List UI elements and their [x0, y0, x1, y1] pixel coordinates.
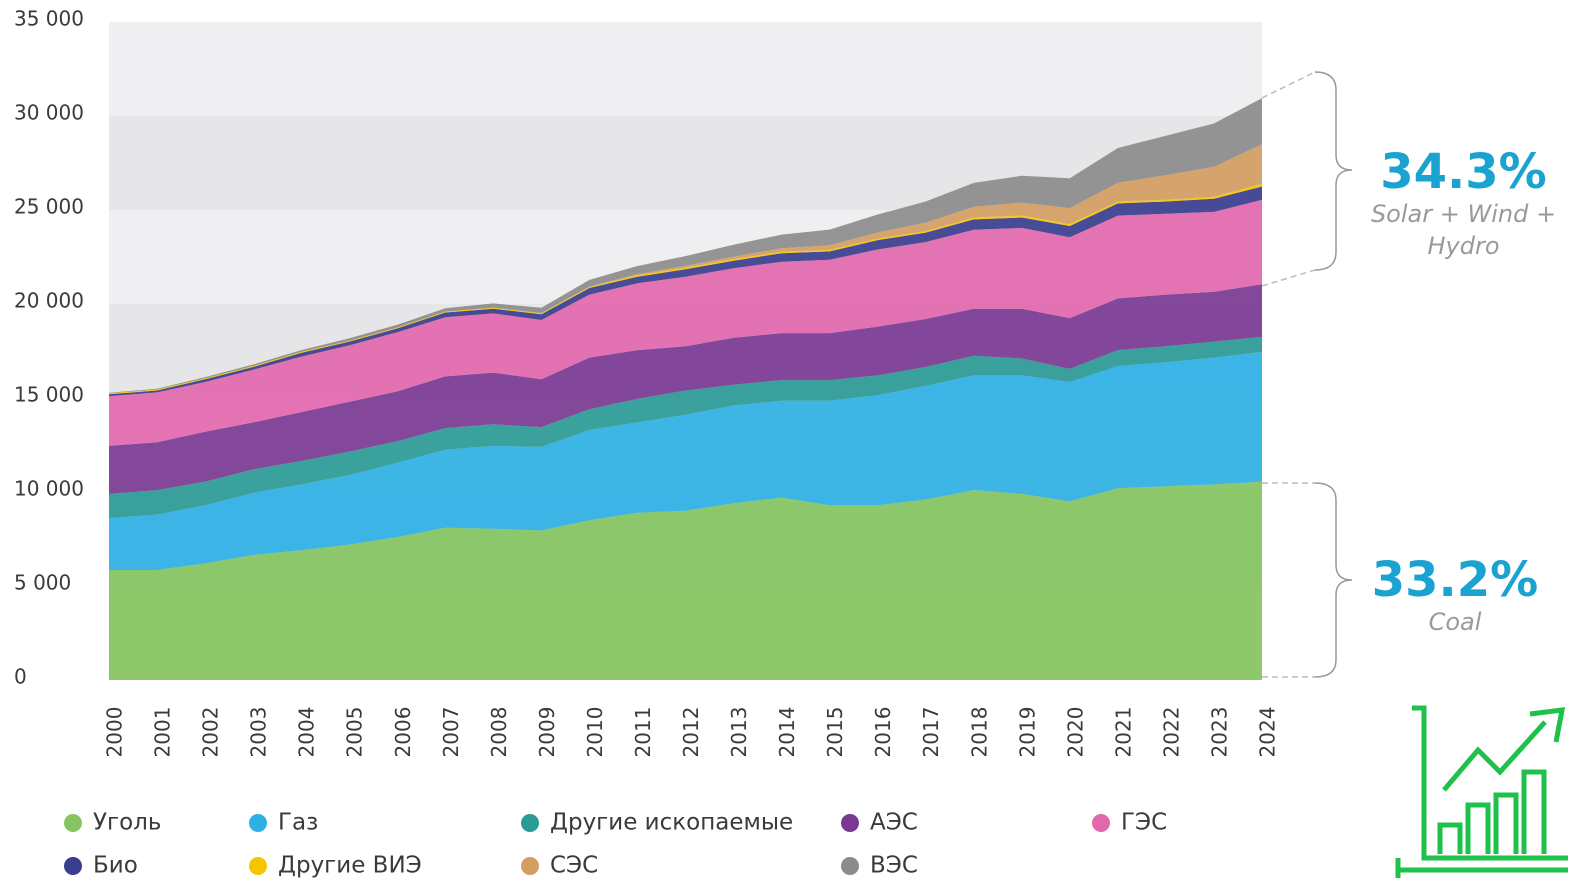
- x-tick-label: 2013: [727, 707, 751, 758]
- legend-swatch: [521, 857, 539, 875]
- legend-label: Био: [93, 853, 138, 879]
- growth-icon: [1395, 705, 1568, 878]
- annotation-value: 34.3%: [1380, 144, 1547, 200]
- annotation: 33.2% Coal: [1365, 554, 1545, 638]
- annotation-value: 33.2%: [1371, 552, 1539, 608]
- legend-swatch: [521, 814, 539, 832]
- x-tick-label: 2001: [151, 707, 175, 758]
- legend-swatch: [249, 814, 267, 832]
- y-tick-label: 15 000: [14, 383, 84, 407]
- y-tick-label: 35 000: [14, 7, 84, 31]
- area: [109, 351, 1262, 570]
- x-tick-label: 2020: [1063, 707, 1087, 758]
- legend-swatch: [1092, 814, 1110, 832]
- annotation-note: Solar + Wind + Hydro: [1370, 200, 1557, 260]
- x-tick-label: 2006: [391, 707, 415, 758]
- x-tick-label: 2002: [199, 707, 223, 758]
- x-tick-label: 2014: [775, 707, 799, 758]
- legend-label: ВЭС: [870, 853, 918, 879]
- annotation-note: Coal: [1428, 608, 1482, 636]
- legend-label: Другие ВИЭ: [278, 853, 422, 879]
- x-tick-label: 2019: [1015, 707, 1039, 758]
- legend-label: ГЭС: [1121, 810, 1167, 836]
- legend-swatch: [64, 857, 82, 875]
- x-tick-label: 2007: [439, 707, 463, 758]
- x-tick-label: 2022: [1159, 707, 1183, 758]
- x-tick-label: 2018: [967, 707, 991, 758]
- legend-label: Уголь: [93, 810, 161, 836]
- y-tick-label: 0: [14, 665, 27, 689]
- y-tick-label: 30 000: [14, 101, 84, 125]
- annotation: 34.3% Solar + Wind + Hydro: [1352, 146, 1575, 262]
- legend-label: АЭС: [870, 810, 918, 836]
- x-tick-label: 2015: [823, 707, 847, 758]
- legend-swatch: [841, 814, 859, 832]
- area: [109, 199, 1262, 446]
- x-tick-label: 2004: [295, 707, 319, 758]
- area: [109, 186, 1262, 397]
- legend-swatch: [64, 814, 82, 832]
- legend-label: Газ: [278, 810, 318, 836]
- x-tick-label: 2017: [919, 707, 943, 758]
- y-tick-label: 10 000: [14, 477, 84, 501]
- x-tick-label: 2000: [103, 707, 127, 758]
- x-tick-label: 2009: [535, 707, 559, 758]
- x-tick-label: 2021: [1111, 707, 1135, 758]
- x-tick-label: 2011: [631, 707, 655, 758]
- y-tick-label: 20 000: [14, 289, 84, 313]
- legend-label: СЭС: [550, 853, 598, 879]
- grid-band: [109, 22, 1262, 116]
- legend-swatch: [249, 857, 267, 875]
- legend-swatch: [841, 857, 859, 875]
- braces: [1261, 71, 1353, 678]
- x-tick-label: 2023: [1207, 707, 1231, 758]
- area: [109, 336, 1262, 519]
- x-tick-label: 2008: [487, 707, 511, 758]
- area: [109, 481, 1262, 680]
- x-tick-label: 2010: [583, 707, 607, 758]
- x-tick-label: 2012: [679, 707, 703, 758]
- x-tick-label: 2005: [343, 707, 367, 758]
- x-tick-label: 2024: [1256, 707, 1280, 758]
- y-tick-label: 5 000: [14, 571, 71, 595]
- area: [109, 284, 1262, 494]
- legend-label: Другие ископаемые: [550, 810, 793, 836]
- x-tick-label: 2016: [871, 707, 895, 758]
- y-tick-label: 25 000: [14, 195, 84, 219]
- x-tick-label: 2003: [247, 707, 271, 758]
